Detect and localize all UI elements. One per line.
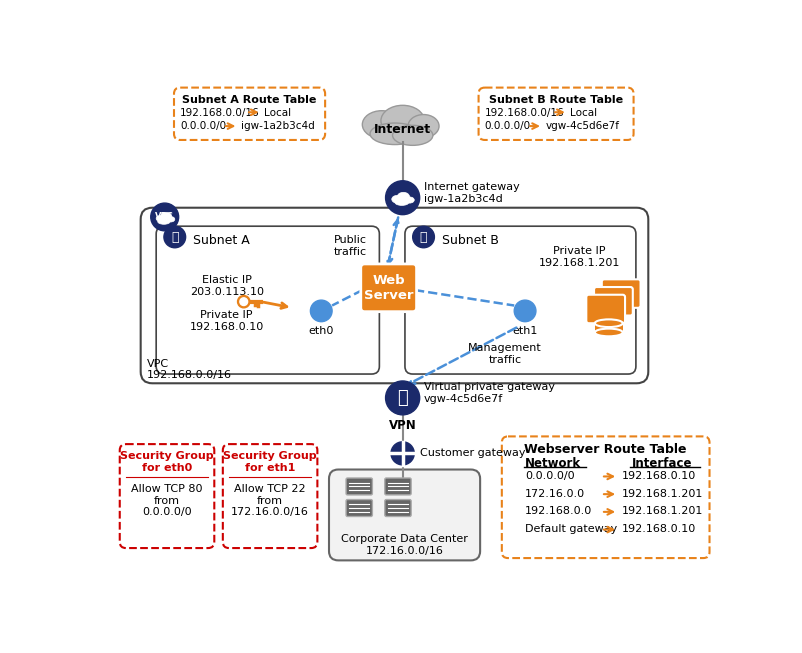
- Text: Subnet B Route Table: Subnet B Route Table: [488, 95, 622, 104]
- Text: Elastic IP
203.0.113.10: Elastic IP 203.0.113.10: [189, 276, 263, 297]
- Text: VPC
192.168.0.0/16: VPC 192.168.0.0/16: [147, 358, 232, 380]
- Text: Internet gateway
igw-1a2b3c4d: Internet gateway igw-1a2b3c4d: [423, 182, 519, 204]
- Text: Security Group
for eth1: Security Group for eth1: [223, 451, 317, 473]
- Text: Customer gateway: Customer gateway: [419, 449, 525, 458]
- Text: 192.168.0.0/16: 192.168.0.0/16: [484, 108, 564, 118]
- Circle shape: [391, 442, 414, 465]
- Text: Security Group
for eth0: Security Group for eth0: [120, 451, 213, 473]
- Text: VPN: VPN: [388, 419, 416, 432]
- Circle shape: [310, 300, 332, 322]
- Ellipse shape: [157, 219, 170, 224]
- Text: Management
traffic: Management traffic: [468, 343, 541, 365]
- Text: Local: Local: [569, 108, 597, 118]
- Text: 🔒: 🔒: [419, 231, 427, 244]
- Text: Subnet B: Subnet B: [442, 234, 498, 247]
- Ellipse shape: [156, 215, 165, 221]
- Circle shape: [412, 226, 434, 247]
- FancyBboxPatch shape: [601, 279, 640, 308]
- Circle shape: [151, 203, 178, 231]
- Ellipse shape: [160, 212, 172, 220]
- Text: 0.0.0.0/0: 0.0.0.0/0: [180, 121, 226, 131]
- Text: Subnet A Route Table: Subnet A Route Table: [182, 95, 316, 104]
- FancyBboxPatch shape: [360, 264, 416, 311]
- Ellipse shape: [395, 199, 408, 206]
- Text: Public
traffic: Public traffic: [333, 236, 366, 257]
- Circle shape: [237, 296, 249, 308]
- Ellipse shape: [167, 217, 175, 222]
- Circle shape: [513, 300, 535, 322]
- Text: 🔒: 🔒: [397, 389, 407, 407]
- Text: Webserver Route Table: Webserver Route Table: [524, 443, 686, 456]
- Ellipse shape: [391, 195, 402, 203]
- Circle shape: [385, 181, 419, 215]
- Text: Subnet A: Subnet A: [193, 234, 249, 247]
- Ellipse shape: [370, 123, 419, 144]
- Text: 192.168.1.201: 192.168.1.201: [622, 488, 703, 499]
- Text: Network: Network: [525, 457, 581, 470]
- Text: vgw-4c5d6e7f: vgw-4c5d6e7f: [545, 121, 618, 131]
- Text: 192.168.1.201: 192.168.1.201: [622, 507, 703, 517]
- Ellipse shape: [407, 114, 439, 138]
- FancyBboxPatch shape: [329, 470, 480, 560]
- Text: eth1: eth1: [512, 326, 537, 336]
- FancyBboxPatch shape: [346, 500, 372, 517]
- Bar: [594, 323, 622, 332]
- Text: 🔒: 🔒: [171, 231, 178, 244]
- Text: Private IP
192.168.0.10: Private IP 192.168.0.10: [189, 310, 264, 332]
- Text: Interface: Interface: [631, 457, 691, 470]
- FancyBboxPatch shape: [384, 500, 411, 517]
- Text: VPC: VPC: [155, 212, 174, 221]
- Text: Web
Server: Web Server: [363, 274, 413, 302]
- Ellipse shape: [594, 328, 622, 336]
- Text: 192.168.0.10: 192.168.0.10: [622, 471, 695, 481]
- FancyBboxPatch shape: [384, 478, 411, 495]
- Text: eth0: eth0: [308, 326, 334, 336]
- Text: Default gateway: Default gateway: [525, 524, 617, 534]
- Text: 192.168.0.0: 192.168.0.0: [525, 507, 592, 517]
- FancyBboxPatch shape: [346, 478, 372, 495]
- Text: Local: Local: [264, 108, 290, 118]
- Text: igw-1a2b3c4d: igw-1a2b3c4d: [241, 121, 314, 131]
- Circle shape: [240, 298, 247, 306]
- Text: 172.16.0.0: 172.16.0.0: [525, 488, 585, 499]
- Text: 0.0.0.0/0: 0.0.0.0/0: [484, 121, 530, 131]
- Text: Internet: Internet: [374, 123, 431, 136]
- Ellipse shape: [380, 105, 423, 136]
- Ellipse shape: [594, 319, 622, 327]
- Text: 192.168.0.10: 192.168.0.10: [622, 524, 695, 534]
- Ellipse shape: [397, 193, 409, 202]
- Text: 0.0.0.0/0: 0.0.0.0/0: [525, 471, 574, 481]
- Ellipse shape: [404, 197, 414, 203]
- Circle shape: [385, 381, 419, 415]
- Text: Corporate Data Center
172.16.0.0/16: Corporate Data Center 172.16.0.0/16: [341, 534, 468, 556]
- FancyBboxPatch shape: [585, 295, 624, 323]
- FancyBboxPatch shape: [593, 287, 632, 315]
- Text: 192.168.0.0/16: 192.168.0.0/16: [180, 108, 260, 118]
- Text: Allow TCP 80
from
0.0.0.0/0: Allow TCP 80 from 0.0.0.0/0: [131, 484, 203, 517]
- Text: Allow TCP 22
from
172.16.0.0/16: Allow TCP 22 from 172.16.0.0/16: [231, 484, 309, 517]
- Ellipse shape: [362, 111, 400, 138]
- Circle shape: [164, 226, 185, 247]
- Text: Private IP
192.168.1.201: Private IP 192.168.1.201: [538, 246, 619, 268]
- Text: Virtual private gateway
vgw-4c5d6e7f: Virtual private gateway vgw-4c5d6e7f: [423, 383, 554, 404]
- Ellipse shape: [392, 125, 432, 146]
